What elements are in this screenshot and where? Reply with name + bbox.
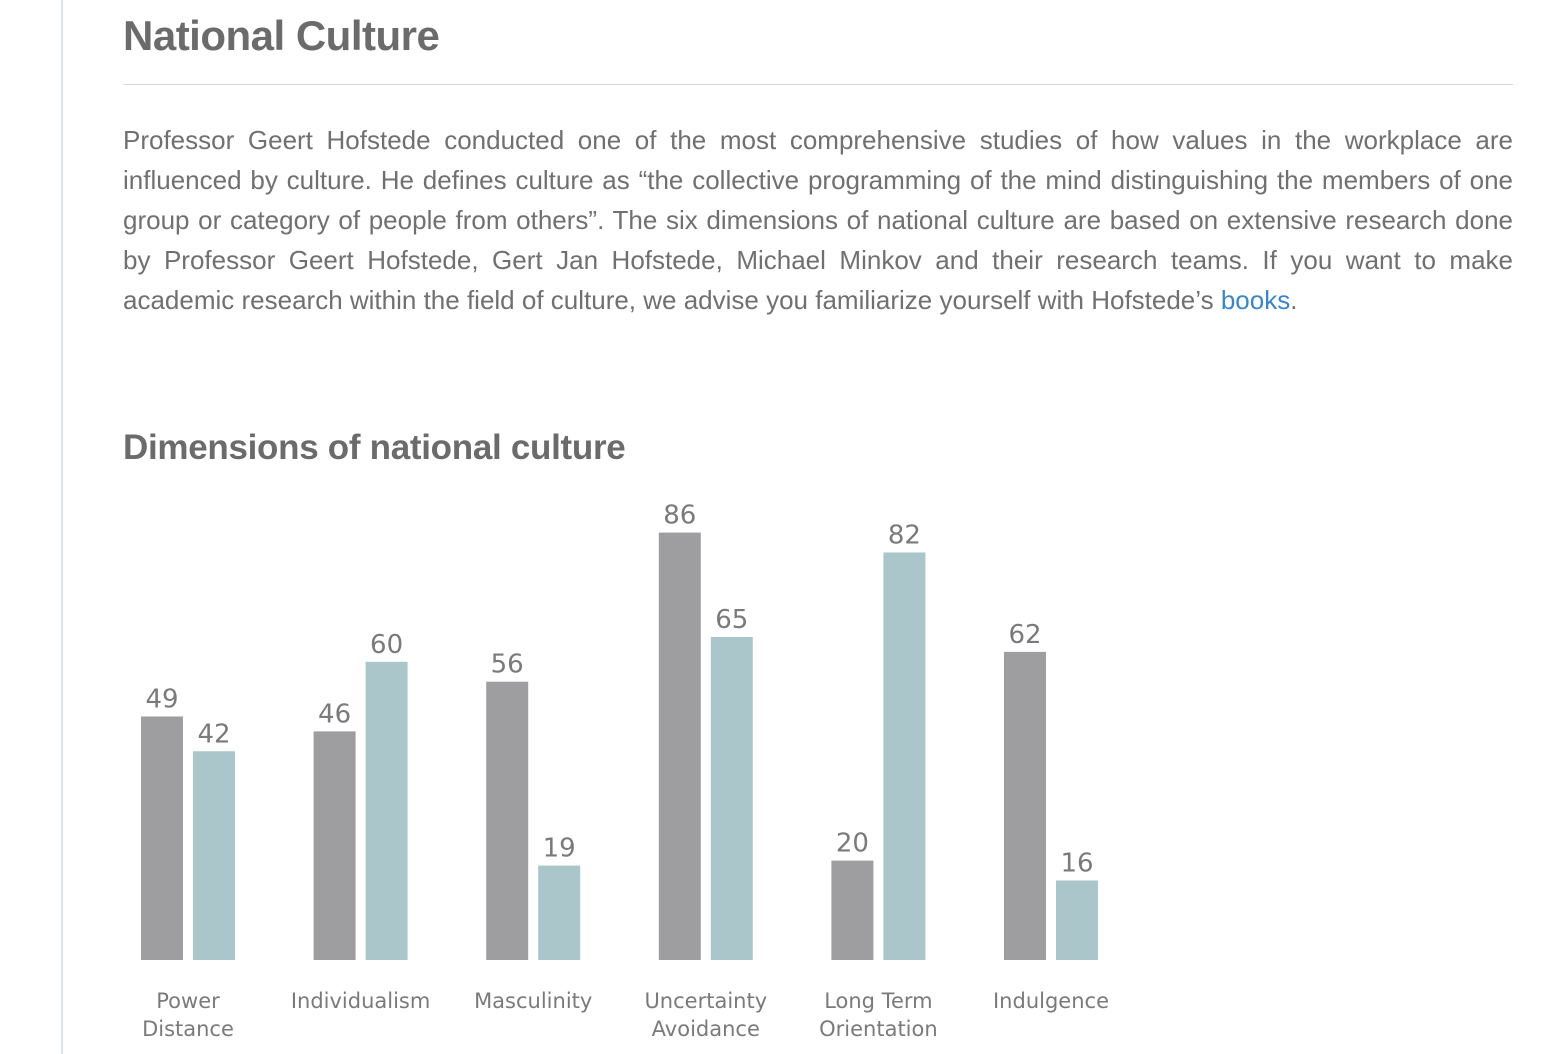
category-label-2-line-1: Individualism xyxy=(291,989,431,1013)
data-label-s2-c5: 82 xyxy=(888,520,921,550)
bar-s1-c1 xyxy=(141,716,183,960)
bar-s1-c6 xyxy=(1004,651,1046,960)
category-label-3-line-1: Masculinity xyxy=(474,989,592,1013)
data-label-s1-c1: 49 xyxy=(145,684,178,714)
bar-s1-c3 xyxy=(486,681,529,960)
page-title: National Culture xyxy=(123,12,440,59)
section-title: Dimensions of national culture xyxy=(123,428,626,467)
data-label-s1-c2: 46 xyxy=(318,699,351,729)
data-label-s2-c6: 16 xyxy=(1060,848,1093,878)
bar-s2-c1 xyxy=(193,751,235,960)
data-label-s1-c3: 56 xyxy=(491,650,524,680)
category-label-4-line-1: Uncertainty xyxy=(644,989,767,1013)
bar-s2-c4 xyxy=(710,636,753,960)
data-label-s1-c4: 86 xyxy=(663,501,696,531)
category-label-5-line-2: Orientation xyxy=(819,1017,938,1041)
data-label-s2-c2: 60 xyxy=(370,630,403,660)
bar-s1-c2 xyxy=(313,731,356,960)
intro-paragraph: Professor Geert Hofstede conducted one o… xyxy=(123,120,1513,320)
category-label-1-line-1: Power xyxy=(156,989,220,1013)
bar-s2-c5 xyxy=(883,552,926,960)
bar-s1-c4 xyxy=(658,532,701,960)
title-divider xyxy=(123,84,1513,85)
intro-end: . xyxy=(1290,285,1298,315)
bar-s2-c2 xyxy=(365,661,408,960)
data-label-s2-c1: 42 xyxy=(197,719,230,749)
intro-text: Professor Geert Hofstede conducted one o… xyxy=(123,125,1513,315)
books-link[interactable]: books xyxy=(1220,285,1291,315)
data-label-s1-c6: 62 xyxy=(1008,620,1041,650)
left-border-rule xyxy=(61,0,63,1054)
bar-s2-c3 xyxy=(538,865,581,960)
category-label-1-line-2: Distance xyxy=(142,1017,234,1041)
data-label-s1-c5: 20 xyxy=(836,829,869,859)
bar-s1-c5 xyxy=(831,860,874,960)
bar-s2-c6 xyxy=(1056,880,1098,960)
data-label-s2-c3: 19 xyxy=(543,834,576,864)
category-label-6-line-1: Indulgence xyxy=(993,989,1109,1013)
data-label-s2-c4: 65 xyxy=(715,605,748,635)
category-label-4-line-2: Avoidance xyxy=(652,1017,760,1041)
category-label-5-line-1: Long Term xyxy=(824,989,932,1013)
